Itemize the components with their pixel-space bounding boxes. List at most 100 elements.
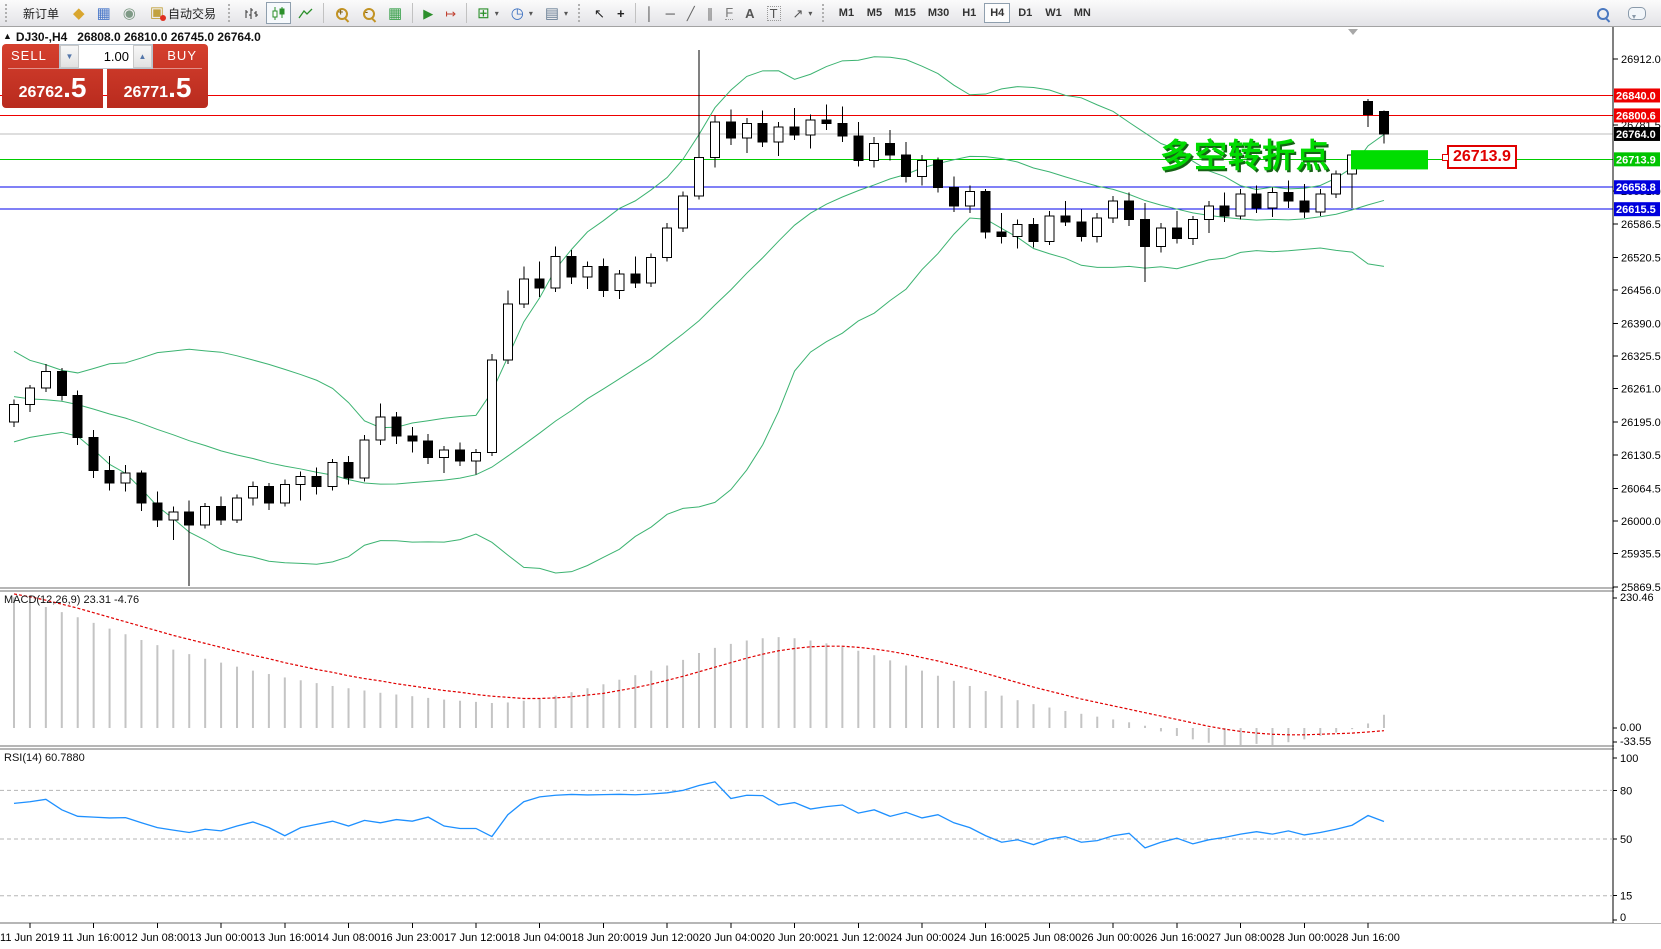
horizontal-line-icon[interactable]: ─ xyxy=(661,2,680,24)
rsi-indicator-label: RSI(14) 60.7880 xyxy=(4,752,85,764)
tile-windows-icon[interactable]: ▦ xyxy=(383,2,407,24)
svg-text:50: 50 xyxy=(1620,834,1632,846)
toolbar-grip[interactable] xyxy=(5,4,11,22)
cursor-icon[interactable]: ↖ xyxy=(589,2,610,24)
svg-text:18 Jun 04:00: 18 Jun 04:00 xyxy=(508,932,572,944)
svg-text:28 Jun 00:00: 28 Jun 00:00 xyxy=(1273,932,1337,944)
buy-price: 26771.5 xyxy=(123,72,192,103)
one-click-trade-panel: SELL 26762.5 BUY 26771.5 ▼ ▲ xyxy=(2,44,208,108)
svg-text:17 Jun 12:00: 17 Jun 12:00 xyxy=(444,932,508,944)
svg-text:18 Jun 20:00: 18 Jun 20:00 xyxy=(572,932,636,944)
svg-text:100: 100 xyxy=(1620,753,1638,765)
toolbar-separator xyxy=(466,3,468,23)
charts-window-icon[interactable]: ▦ xyxy=(92,2,116,24)
volume-input[interactable] xyxy=(79,45,133,68)
autotrading-status-icon xyxy=(160,15,167,21)
svg-text:13 Jun 00:00: 13 Jun 00:00 xyxy=(189,932,253,944)
new-order-button[interactable]: 新订单 xyxy=(16,2,66,24)
svg-text:-33.55: -33.55 xyxy=(1620,736,1651,748)
svg-text:26840.0: 26840.0 xyxy=(1616,90,1656,102)
volume-increase-button[interactable]: ▲ xyxy=(133,45,152,68)
turning-point-annotation[interactable]: 多空转折点 xyxy=(1160,137,1330,174)
svg-text:28 Jun 16:00: 28 Jun 16:00 xyxy=(1336,932,1400,944)
macd-indicator-label: MACD(12,26,9) 23.31 -4.76 xyxy=(4,594,140,606)
svg-text:26456.0: 26456.0 xyxy=(1621,285,1661,297)
toolbar-separator xyxy=(412,3,414,23)
svg-text:26586.5: 26586.5 xyxy=(1621,219,1661,231)
indicators-icon[interactable]: ⊞ ▾ xyxy=(472,2,504,24)
timeframe-d1[interactable]: D1 xyxy=(1012,3,1038,23)
toolbar-grip[interactable] xyxy=(578,4,584,22)
toolbar-grip[interactable] xyxy=(822,4,828,22)
svg-text:15: 15 xyxy=(1620,891,1632,903)
timeframe-h4[interactable]: H4 xyxy=(984,3,1011,23)
timeframe-m1[interactable]: M1 xyxy=(833,3,859,23)
svg-text:26912.0: 26912.0 xyxy=(1621,54,1661,66)
svg-text:14 Jun 08:00: 14 Jun 08:00 xyxy=(317,932,381,944)
svg-text:26261.0: 26261.0 xyxy=(1621,384,1661,396)
timeframe-m30[interactable]: M30 xyxy=(923,3,954,23)
profiles-icon[interactable]: ◉ xyxy=(118,2,141,24)
svg-text:26713.9: 26713.9 xyxy=(1616,154,1656,166)
svg-text:19 Jun 12:00: 19 Jun 12:00 xyxy=(635,932,699,944)
fibonacci-icon[interactable]: F xyxy=(720,2,738,24)
svg-text:26000.0: 26000.0 xyxy=(1621,516,1661,528)
buy-button[interactable]: BUY 26771.5 xyxy=(107,44,208,108)
timeframe-h1[interactable]: H1 xyxy=(956,3,982,23)
svg-text:11 Jun 16:00: 11 Jun 16:00 xyxy=(62,932,125,944)
svg-text:0: 0 xyxy=(1620,912,1626,924)
timeframe-w1[interactable]: W1 xyxy=(1040,3,1067,23)
svg-text:26 Jun 16:00: 26 Jun 16:00 xyxy=(1145,932,1209,944)
svg-text:26800.6: 26800.6 xyxy=(1616,110,1656,122)
arrows-icon[interactable]: ↗ ▾ xyxy=(788,2,818,24)
chart-shift-icon[interactable]: ↦ xyxy=(440,2,461,24)
templates-icon[interactable]: ▤ ▾ xyxy=(540,2,573,24)
timeframe-mn[interactable]: MN xyxy=(1069,3,1096,23)
text-icon[interactable]: A xyxy=(740,2,759,24)
anchor-square-icon xyxy=(1442,154,1449,161)
chat-icon[interactable] xyxy=(1623,2,1651,24)
svg-text:16 Jun 23:00: 16 Jun 23:00 xyxy=(380,932,444,944)
trendline-icon[interactable]: ╱ xyxy=(682,2,700,24)
svg-text:13 Jun 16:00: 13 Jun 16:00 xyxy=(253,932,317,944)
symbols-icon[interactable]: ◆ xyxy=(68,2,90,24)
svg-text:24 Jun 00:00: 24 Jun 00:00 xyxy=(890,932,954,944)
sell-price: 26762.5 xyxy=(18,72,87,103)
volume-decrease-button[interactable]: ▼ xyxy=(60,45,79,68)
search-icon[interactable] xyxy=(1590,2,1615,24)
svg-text:21 Jun 12:00: 21 Jun 12:00 xyxy=(826,932,890,944)
svg-text:24 Jun 16:00: 24 Jun 16:00 xyxy=(954,932,1018,944)
svg-text:25869.5: 25869.5 xyxy=(1621,582,1661,594)
timeframe-m15[interactable]: M15 xyxy=(889,3,920,23)
svg-text:20 Jun 04:00: 20 Jun 04:00 xyxy=(699,932,763,944)
svg-text:26064.5: 26064.5 xyxy=(1621,483,1661,495)
zoom-in-icon[interactable]: + xyxy=(329,2,354,24)
svg-text:26658.8: 26658.8 xyxy=(1616,182,1656,194)
text-label-icon[interactable]: T xyxy=(762,2,786,24)
auto-scroll-icon[interactable]: ▶ xyxy=(418,2,438,24)
svg-text:26615.5: 26615.5 xyxy=(1616,204,1656,216)
channel-icon[interactable]: ∥ xyxy=(702,2,719,24)
vertical-line-icon[interactable]: │ xyxy=(641,2,659,24)
crosshair-icon[interactable]: + xyxy=(612,2,630,24)
timeframe-m5[interactable]: M5 xyxy=(861,3,887,23)
ohlc-readout: 26808.0 26810.0 26745.0 26764.0 xyxy=(77,30,261,44)
svg-text:11 Jun 2019: 11 Jun 2019 xyxy=(0,932,60,944)
zoom-out-icon[interactable]: - xyxy=(356,2,381,24)
toolbar-grip[interactable] xyxy=(228,4,234,22)
svg-text:25 Jun 08:00: 25 Jun 08:00 xyxy=(1018,932,1082,944)
svg-text:230.46: 230.46 xyxy=(1620,592,1654,604)
volume-stepper: ▼ ▲ xyxy=(59,44,153,69)
svg-text:26390.0: 26390.0 xyxy=(1621,318,1661,330)
svg-text:26 Jun 00:00: 26 Jun 00:00 xyxy=(1081,932,1145,944)
bar-chart-icon[interactable] xyxy=(239,2,264,24)
price-callout-label[interactable]: 26713.9 xyxy=(1442,145,1517,169)
line-chart-icon[interactable] xyxy=(293,2,318,24)
svg-text:20 Jun 20:00: 20 Jun 20:00 xyxy=(763,932,827,944)
autotrading-button[interactable]: ▣ 自动交易 xyxy=(143,2,223,24)
svg-text:80: 80 xyxy=(1620,785,1632,797)
candlestick-chart-icon[interactable] xyxy=(266,2,292,24)
collapse-arrow-icon[interactable]: ▲ xyxy=(3,31,12,41)
periods-icon[interactable]: ◷ ▾ xyxy=(506,2,538,24)
